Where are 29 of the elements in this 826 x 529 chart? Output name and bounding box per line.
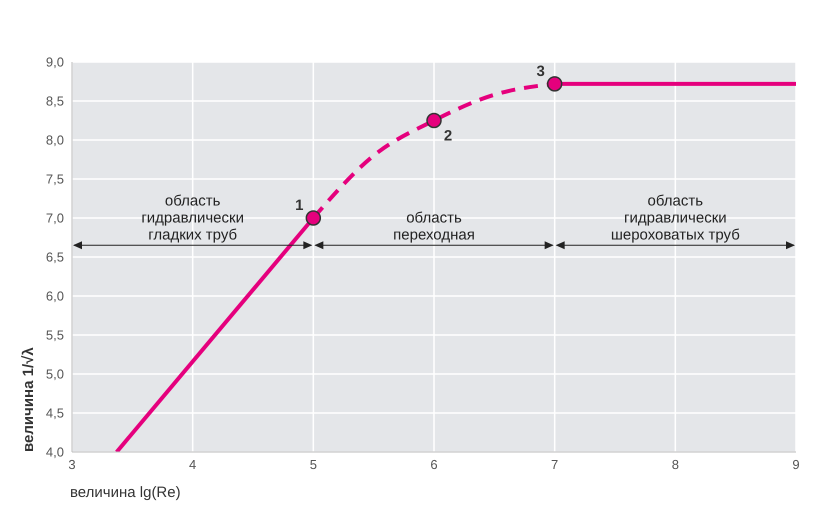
point	[426, 112, 442, 128]
x-tick-label: 3	[68, 457, 76, 472]
point	[546, 76, 562, 92]
annotation: 2	[444, 128, 452, 144]
annotation: 1	[295, 197, 304, 214]
x-tick-label: 5	[310, 457, 317, 472]
x-tick-label: 9	[792, 457, 800, 472]
y-tick-label: 5,0	[46, 366, 64, 382]
x-tick-label: 4	[189, 457, 196, 472]
annotation: область переходная	[393, 209, 475, 244]
y-tick-label: 8,5	[46, 94, 64, 109]
y-tick-label: 4,0	[46, 444, 64, 460]
x-tick-label: 7	[551, 457, 558, 472]
x-tick-label: 6	[430, 457, 438, 472]
annotation: 3	[536, 62, 545, 80]
annotation: область гидравлически шероховатых труб	[610, 192, 740, 244]
y-tick-label: 6,0	[46, 288, 64, 304]
y-tick-label: 7,0	[46, 210, 64, 226]
y-tick-label: 9,0	[46, 54, 64, 70]
y-axis-title: величина 1/√λ	[20, 347, 37, 452]
x-axis-title: величина lg(Re)	[70, 484, 181, 501]
y-tick-label: 4,5	[46, 406, 64, 421]
y-tick-label: 7,5	[46, 172, 64, 187]
annotation: область гидравлически гладких труб	[141, 192, 244, 244]
y-tick-label: 5,5	[46, 328, 64, 343]
y-tick-label: 6,5	[46, 250, 64, 265]
x-tick-label: 8	[672, 457, 679, 472]
point	[306, 210, 322, 226]
y-tick-label: 8,0	[46, 132, 64, 148]
